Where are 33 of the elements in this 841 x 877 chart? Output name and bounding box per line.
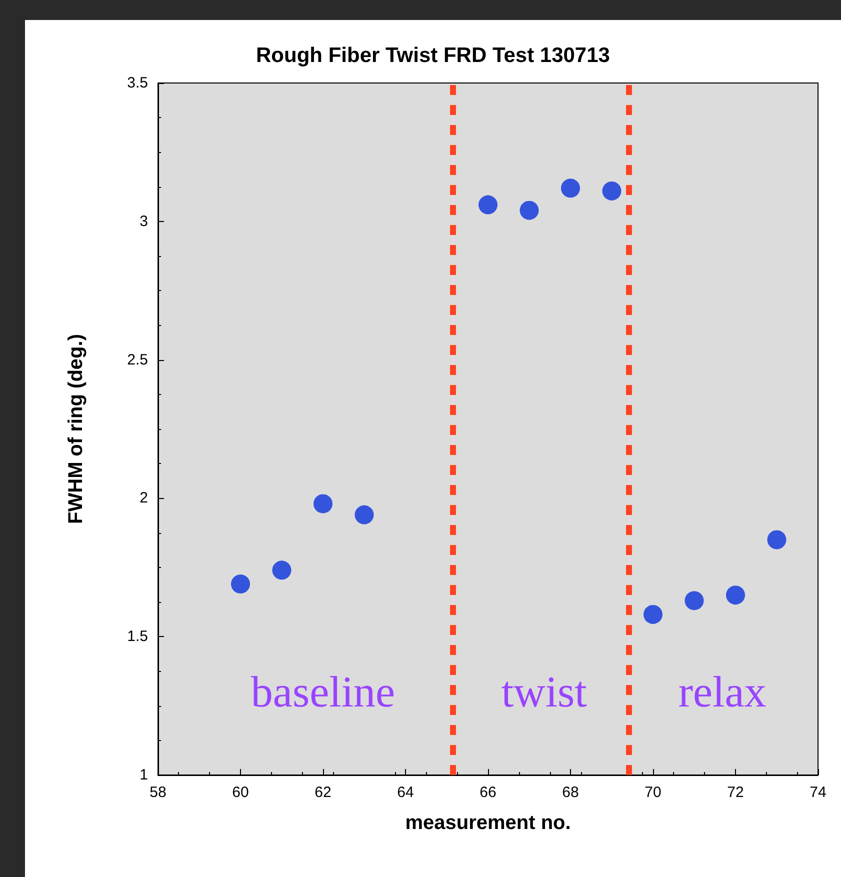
chart-title: Rough Fiber Twist FRD Test 130713 xyxy=(256,44,610,67)
x-axis-title: measurement no. xyxy=(405,812,571,834)
point xyxy=(726,586,745,605)
point xyxy=(767,530,786,550)
x-tick-label: 62 xyxy=(314,784,332,801)
point xyxy=(231,574,250,594)
y-tick-label: 1.5 xyxy=(127,628,148,646)
x-tick-label: 66 xyxy=(480,784,496,801)
y-axis-title: FWHM of ring (deg.) xyxy=(65,334,87,524)
y-tick-label: 2.5 xyxy=(127,351,148,368)
point xyxy=(684,591,704,610)
point xyxy=(272,560,292,580)
point xyxy=(644,604,662,624)
point xyxy=(354,505,374,524)
x-tick-label: 68 xyxy=(562,784,579,801)
point xyxy=(520,200,539,220)
x-tick-label: 72 xyxy=(727,784,744,801)
x-tick-label: 70 xyxy=(644,784,662,801)
x-tick-label: 64 xyxy=(397,784,414,801)
x-tick-label: 74 xyxy=(810,784,826,801)
y-tick-label: 1 xyxy=(140,766,148,784)
point xyxy=(314,494,332,514)
y-tick-label: 2 xyxy=(140,490,148,507)
y-tick-label: 3.5 xyxy=(127,74,148,92)
annotation: twist xyxy=(501,668,587,716)
point xyxy=(602,181,622,200)
x-tick-label: 60 xyxy=(232,784,249,801)
y-tick-label: 3 xyxy=(140,212,148,230)
x-tick-label: 58 xyxy=(150,784,166,801)
point xyxy=(561,178,580,198)
annotation: baseline xyxy=(250,668,396,716)
annotation: relax xyxy=(678,668,766,716)
point xyxy=(478,195,498,214)
